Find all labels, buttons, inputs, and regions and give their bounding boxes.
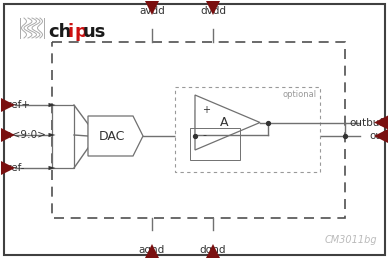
Polygon shape bbox=[195, 95, 260, 150]
Polygon shape bbox=[206, 1, 220, 15]
Bar bbox=[52, 42, 345, 218]
Text: out: out bbox=[370, 131, 387, 141]
Text: dgnd: dgnd bbox=[200, 245, 226, 255]
Text: agnd: agnd bbox=[139, 245, 165, 255]
Text: DAC: DAC bbox=[98, 130, 125, 142]
Text: i: i bbox=[68, 23, 74, 41]
Text: A: A bbox=[220, 116, 228, 129]
Polygon shape bbox=[374, 129, 388, 143]
Polygon shape bbox=[206, 244, 220, 258]
Polygon shape bbox=[374, 116, 388, 130]
Polygon shape bbox=[145, 1, 159, 15]
Text: dvdd: dvdd bbox=[200, 6, 226, 16]
Text: vref+: vref+ bbox=[2, 100, 31, 110]
Polygon shape bbox=[49, 166, 56, 170]
Text: avdd: avdd bbox=[139, 6, 165, 16]
Text: ch: ch bbox=[48, 23, 71, 41]
Polygon shape bbox=[1, 128, 15, 142]
Polygon shape bbox=[1, 98, 15, 112]
Text: outbuff: outbuff bbox=[349, 118, 387, 127]
Bar bbox=[175, 87, 320, 172]
Polygon shape bbox=[145, 244, 159, 258]
Polygon shape bbox=[88, 116, 143, 156]
Text: p: p bbox=[75, 23, 88, 41]
Text: in<9:0>: in<9:0> bbox=[2, 130, 46, 140]
Bar bbox=[52, 105, 74, 168]
Bar bbox=[190, 128, 240, 160]
Text: CM3011bg: CM3011bg bbox=[324, 235, 377, 245]
Text: us: us bbox=[83, 23, 106, 41]
Text: -: - bbox=[202, 130, 206, 140]
Polygon shape bbox=[1, 161, 15, 175]
Polygon shape bbox=[49, 133, 56, 137]
Text: optional: optional bbox=[283, 90, 317, 99]
Text: +: + bbox=[202, 105, 210, 115]
Text: vref-: vref- bbox=[2, 163, 26, 173]
Polygon shape bbox=[49, 103, 56, 107]
